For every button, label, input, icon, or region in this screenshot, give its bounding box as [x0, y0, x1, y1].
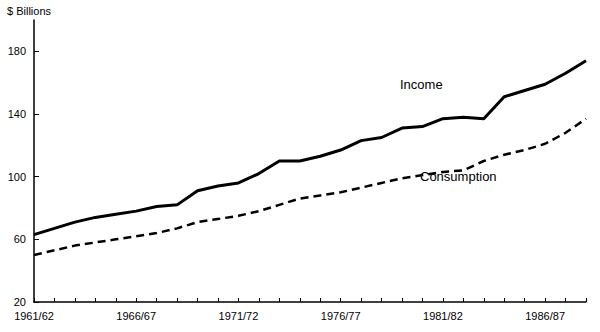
- svg-text:1976/77: 1976/77: [321, 310, 361, 322]
- svg-text:100: 100: [8, 171, 26, 183]
- svg-text:$ Billions: $ Billions: [7, 5, 52, 17]
- svg-text:140: 140: [8, 108, 26, 120]
- svg-text:20: 20: [14, 296, 26, 308]
- svg-text:1961/62: 1961/62: [14, 310, 54, 322]
- svg-text:1981/82: 1981/82: [423, 310, 463, 322]
- svg-text:Consumption: Consumption: [420, 169, 497, 184]
- svg-text:1966/67: 1966/67: [116, 310, 156, 322]
- svg-text:Income: Income: [400, 77, 443, 92]
- svg-text:1971/72: 1971/72: [219, 310, 259, 322]
- svg-text:60: 60: [14, 233, 26, 245]
- svg-text:180: 180: [8, 45, 26, 57]
- svg-text:1986/87: 1986/87: [525, 310, 565, 322]
